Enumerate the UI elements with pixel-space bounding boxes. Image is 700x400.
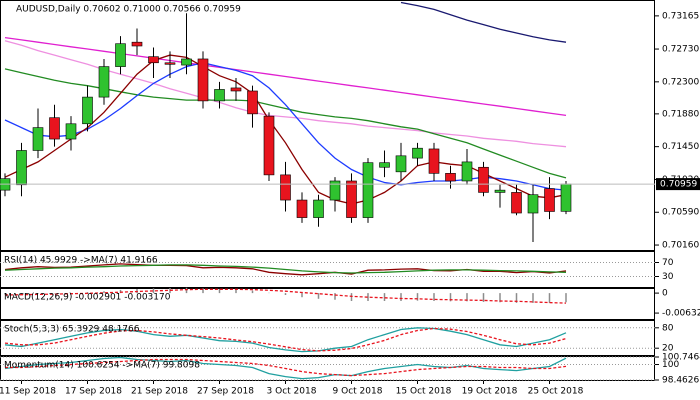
candle-body — [296, 199, 308, 218]
indicator-line — [4, 68, 567, 179]
candle-body — [379, 162, 390, 168]
x-tick-label: 9 Oct 2018 — [333, 387, 383, 397]
indicator-line — [4, 327, 567, 353]
candle-body — [115, 43, 126, 67]
candle-body — [82, 96, 93, 125]
candle-body — [461, 161, 473, 182]
y-tick-label: 0.72300 — [662, 77, 699, 87]
y-tick-label: 100.7464 — [662, 353, 700, 363]
candle-body — [98, 66, 110, 98]
pane-title: Momentum(14) 100.6254 ->MA(7) 99.8098 — [4, 361, 200, 371]
indicator-line — [4, 36, 567, 117]
indicator-line — [4, 356, 567, 380]
candle-body — [230, 87, 242, 92]
candle-body — [32, 127, 44, 151]
last-price-box — [656, 178, 700, 191]
pane-frame — [0, 320, 655, 356]
candle-body — [263, 115, 275, 176]
pane-title: Stoch(5,3,3) 65.3929 48.1766 — [4, 325, 140, 335]
candle-body — [478, 166, 489, 193]
y-tick-label: 0.73165 — [662, 11, 699, 21]
pane-title: AUDUSD,Daily 0.70602 0.71000 0.70566 0.7… — [16, 5, 241, 15]
candle-body — [544, 188, 555, 212]
pane-title: RSI(14) 45.9929 ->MA(7) 41.9166 — [4, 256, 158, 266]
x-tick-label: 3 Oct 2018 — [267, 387, 317, 397]
candle-body — [65, 123, 77, 140]
candle-body — [16, 150, 27, 186]
indicator-line — [4, 288, 567, 304]
x-tick-label: 15 Oct 2018 — [396, 387, 452, 397]
y-tick-label: 0.70590 — [662, 208, 699, 218]
y-tick-label: 20 — [662, 344, 674, 354]
candle-body — [197, 58, 209, 102]
candle-body — [49, 117, 60, 140]
indicator-line — [4, 62, 567, 191]
x-tick-label: 11 Sep 2018 — [0, 387, 56, 397]
candle-body — [148, 56, 159, 64]
candle-body — [181, 58, 192, 66]
pane-title: MACD(12,26,9) -0.002901 -0.003170 — [4, 293, 171, 303]
y-tick-label: 0 — [662, 289, 668, 299]
y-tick-label: 98.4626 — [662, 376, 699, 386]
indicator-line — [4, 40, 567, 148]
candle-body — [280, 174, 291, 201]
pane-frame — [0, 251, 655, 288]
candle-body — [527, 194, 539, 214]
last-price-label: 0.70959 — [660, 180, 697, 190]
y-tick-label: 0.72730 — [662, 45, 699, 55]
candle-body — [329, 180, 341, 201]
candle-body — [560, 183, 572, 212]
candle-body — [445, 173, 456, 182]
candle-body — [346, 180, 357, 218]
x-tick-label: 27 Sep 2018 — [197, 387, 254, 397]
y-tick-label: 30 — [662, 272, 674, 282]
indicator-line — [400, 1, 567, 43]
candle-body — [214, 89, 225, 102]
y-tick-label: 0.71880 — [662, 109, 699, 119]
indicator-line — [5, 358, 567, 377]
candle-body — [164, 62, 176, 65]
candle-body — [131, 41, 143, 47]
x-tick-label: 17 Sep 2018 — [65, 387, 122, 397]
candle-body — [494, 189, 506, 193]
pane-frame — [0, 0, 655, 251]
y-tick-label: 70 — [662, 258, 674, 268]
candle-body — [362, 162, 374, 218]
indicator-line — [4, 327, 567, 352]
indicator-line — [4, 264, 567, 274]
candle-body — [395, 155, 407, 173]
candle-body — [428, 148, 440, 174]
x-tick-label: 19 Oct 2018 — [462, 387, 518, 397]
y-tick-label: 100 — [662, 360, 679, 370]
candle-body — [511, 192, 522, 214]
x-tick-label: 21 Sep 2018 — [131, 387, 188, 397]
candle-body — [247, 90, 258, 115]
y-tick-label: 0.70160 — [662, 241, 699, 251]
y-tick-label: 0.71450 — [662, 142, 699, 152]
x-tick-label: 25 Oct 2018 — [528, 387, 584, 397]
pane-frame — [0, 288, 655, 320]
indicator-line — [4, 54, 567, 205]
candle-body — [313, 199, 324, 218]
y-tick-label: -0.006325 — [662, 309, 700, 319]
candle-body — [412, 147, 423, 159]
y-tick-label: 80 — [662, 323, 674, 333]
